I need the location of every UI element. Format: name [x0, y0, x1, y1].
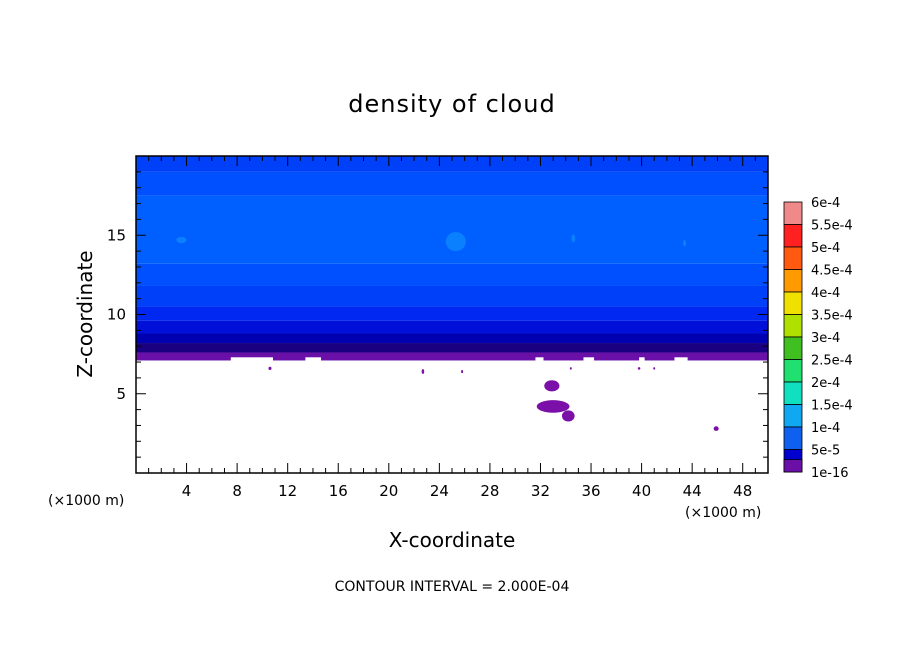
- cloud-base-segment-1: [230, 357, 274, 473]
- x-tick-label: 28: [480, 482, 499, 500]
- contour-patch-10: [461, 369, 464, 374]
- y-tick-label: 5: [116, 385, 126, 403]
- x-tick-labels: 4 8 12 16 20 24 28 32 36 40 44 48: [182, 482, 752, 500]
- y-tick-labels: 5 10 15: [107, 226, 126, 403]
- colorbar: [783, 201, 803, 473]
- cloud-base-segment-2: [272, 361, 306, 473]
- contour-patch-13: [653, 367, 656, 370]
- cloud-base-segment-4: [320, 361, 453, 473]
- colorbar-label: 2e-4: [811, 376, 840, 391]
- cloud-base-segment-9: [583, 357, 595, 473]
- contour-patch-4: [544, 380, 560, 392]
- x-tick-label: 16: [329, 482, 348, 500]
- cloud-base-segment-12: [644, 361, 675, 473]
- colorbar-swatch: [783, 336, 803, 360]
- colorbar-swatch: [783, 404, 803, 428]
- contour-patch-3: [683, 240, 687, 247]
- colorbar-swatch: [783, 201, 803, 225]
- axis-ticks: [136, 156, 768, 473]
- colorbar-swatch: [783, 426, 803, 450]
- y-axis-label: Z-coordinate: [73, 250, 97, 377]
- contour-patch-0: [445, 232, 466, 252]
- y-unit-label: (×1000 m): [48, 493, 124, 509]
- x-unit-label: (×1000 m): [685, 505, 761, 521]
- colorbar-label: 5e-5: [811, 444, 840, 459]
- colorbar-label: 6e-4: [811, 196, 840, 211]
- cloud-base-segment-10: [593, 361, 640, 473]
- colorbar-labels: 6e-4 5.5e-4 5e-4 4.5e-4 4e-4 3.5e-4 3e-4 2.5e-4…: [811, 196, 853, 481]
- cloud-base-segment-5: [452, 365, 461, 473]
- colorbar-label: 1e-16: [811, 466, 849, 481]
- contour-band-0: [136, 352, 768, 361]
- x-tick-label: 8: [232, 482, 242, 500]
- contour-band-1: [136, 343, 768, 353]
- contour-band-7: [136, 195, 768, 264]
- x-tick-label: 48: [733, 482, 752, 500]
- cloud-base-segment-3: [305, 357, 322, 473]
- x-tick-label: 40: [632, 482, 651, 500]
- colorbar-swatch: [783, 246, 803, 270]
- x-tick-label: 32: [531, 482, 550, 500]
- colorbar-swatch: [783, 224, 803, 248]
- contour-band-9: [136, 156, 768, 172]
- colorbar-label: 5.5e-4: [811, 219, 853, 234]
- contour-band-5: [136, 285, 768, 307]
- x-tick-label: 44: [683, 482, 702, 500]
- contour-patch-5: [536, 400, 570, 413]
- contour-band-4: [136, 306, 768, 321]
- x-tick-label: 36: [581, 482, 600, 500]
- contour-band-3: [136, 320, 768, 334]
- x-axis-label: X-coordinate: [389, 528, 516, 552]
- cloud-base-edge: [136, 357, 768, 473]
- colorbar-label: 4e-4: [811, 286, 840, 301]
- y-tick-label: 10: [107, 306, 126, 324]
- cloud-base-segment-13: [674, 357, 688, 473]
- contour-bands: [136, 156, 768, 361]
- contour-patch-1: [176, 236, 187, 244]
- contour-patch-7: [713, 426, 719, 431]
- colorbar-label: 4.5e-4: [811, 264, 853, 279]
- contour-band-8: [136, 171, 768, 196]
- y-tick-label: 15: [107, 226, 126, 244]
- colorbar-swatch: [783, 291, 803, 315]
- contour-interval-note: CONTOUR INTERVAL = 2.000E-04: [335, 579, 570, 595]
- x-tick-label: 20: [379, 482, 398, 500]
- contour-band-2: [136, 333, 768, 344]
- x-tick-label: 12: [278, 482, 297, 500]
- colorbar-swatch: [783, 359, 803, 383]
- contour-patch-6: [561, 410, 575, 422]
- colorbar-swatch: [783, 269, 803, 293]
- contour-patch-12: [637, 367, 641, 370]
- colorbar-label: 3.5e-4: [811, 309, 853, 324]
- contour-patch-2: [571, 234, 576, 243]
- chart-title: density of cloud: [348, 90, 555, 118]
- cloud-base-segment-14: [687, 361, 768, 473]
- contour-patch-9: [421, 369, 425, 374]
- colorbar-label: 5e-4: [811, 241, 840, 256]
- colorbar-swatch: [783, 459, 803, 473]
- contour-band-6: [136, 263, 768, 286]
- contour-patches: [176, 232, 719, 431]
- cloud-base-segment-6: [459, 361, 536, 473]
- x-tick-label: 4: [182, 482, 192, 500]
- cloud-base-segment-7: [535, 357, 544, 473]
- cloud-base-segment-11: [639, 357, 645, 473]
- colorbar-label: 3e-4: [811, 331, 840, 346]
- contour-patch-11: [569, 367, 572, 370]
- plot-area: [136, 156, 768, 473]
- colorbar-label: 1e-4: [811, 421, 840, 436]
- colorbar-label: 2.5e-4: [811, 354, 853, 369]
- contour-patch-8: [268, 366, 272, 370]
- cloud-base-segment-0: [136, 362, 232, 473]
- colorbar-swatch: [783, 381, 803, 405]
- x-tick-label: 24: [430, 482, 449, 500]
- colorbar-label: 1.5e-4: [811, 399, 853, 414]
- colorbar-swatch: [783, 314, 803, 338]
